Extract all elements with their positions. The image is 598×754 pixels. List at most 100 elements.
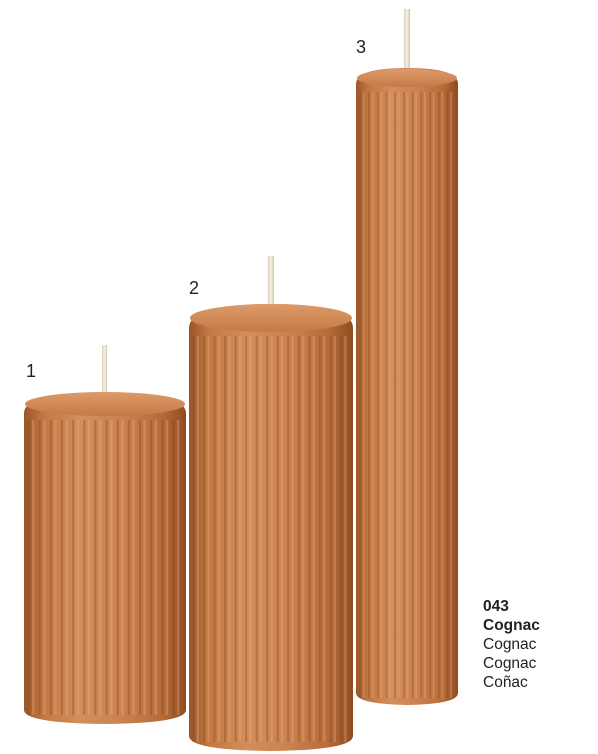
rib-shadow [49,420,52,715]
rib-shadow [376,92,379,698]
rib-shadow [385,92,388,698]
rib-highlight [344,336,347,742]
rib-shadow [139,420,141,715]
candle-1-body [24,392,186,724]
candle-1-wick [102,345,107,397]
color-name-translation-1: Cognac [483,636,537,653]
rib-shadow [83,420,86,715]
rib-shadow [420,92,423,698]
rib-highlight [98,420,102,715]
candle-2-body [189,304,353,751]
rib-highlight [217,336,221,742]
candle-3-label: 3 [356,37,367,57]
rib-highlight [441,92,444,698]
rib-highlight [121,420,124,715]
rib-highlight [32,420,35,715]
rib-highlight [132,420,135,715]
rib-shadow [27,420,30,715]
rib-highlight [281,336,284,742]
rib-shadow [94,420,97,715]
rib-shadow [105,420,108,715]
rib-highlight [228,336,231,742]
color-code: 043 [483,598,509,615]
color-name-translation-3: Coñac [483,674,528,691]
candle-1 [24,345,186,724]
candle-3-ribs [359,92,453,698]
rib-highlight [397,92,400,698]
rib-shadow [329,336,332,742]
rib-shadow [318,336,321,742]
rib-shadow [276,336,279,742]
rib-shadow [359,92,361,698]
candle-1-label: 1 [26,361,37,381]
rib-shadow [116,420,119,715]
rib-shadow [224,336,226,742]
candle-3-body [356,68,458,705]
rib-highlight [312,336,315,742]
color-caption: 043 Cognac Cognac Cognac Coñac [483,597,540,692]
rib-shadow [245,336,248,742]
rib-shadow [411,92,414,698]
rib-highlight [389,92,391,698]
candle-2-label: 2 [189,278,200,298]
rib-highlight [238,336,242,742]
rib-shadow [446,92,449,698]
candle-2-top [190,304,352,332]
rib-highlight [207,336,210,742]
candle-1-ribs [27,420,180,715]
rib-highlight [380,92,383,698]
rib-highlight [270,336,273,742]
rib-highlight [143,420,146,715]
rib-shadow [72,420,75,715]
rib-highlight [323,336,326,742]
rib-highlight [302,336,305,742]
rib-shadow [297,336,300,742]
rib-shadow [394,92,396,698]
rib-shadow [429,92,431,698]
rib-shadow [438,92,440,698]
rib-shadow [38,420,41,715]
rib-highlight [415,92,418,698]
rib-shadow [340,336,342,742]
rib-shadow [150,420,153,715]
candle-2-wick [268,256,274,312]
rib-highlight [110,420,113,715]
rib-highlight [196,336,199,742]
rib-shadow [234,336,237,742]
candle-2-ribs [192,336,347,742]
rib-shadow [192,336,195,742]
rib-highlight [333,336,336,742]
rib-shadow [203,336,205,742]
rib-shadow [403,92,405,698]
rib-highlight [406,92,409,698]
candle-3-top [357,69,457,87]
rib-shadow [266,336,269,742]
rib-highlight [176,420,180,715]
rib-highlight [362,92,365,698]
rib-shadow [127,420,130,715]
rib-shadow [172,420,175,715]
rib-highlight [450,92,453,698]
rib-highlight [154,420,158,715]
rib-highlight [371,92,374,698]
rib-highlight [76,420,80,715]
rib-shadow [61,420,63,715]
candle-1-top [25,392,185,416]
candle-2 [189,256,353,751]
color-name: Cognac [483,617,540,634]
candle-3-wick [404,9,410,74]
rib-highlight [432,92,435,698]
rib-shadow [368,92,370,698]
candle-3 [356,9,458,705]
rib-highlight [259,336,263,742]
rib-highlight [54,420,57,715]
rib-highlight [291,336,294,742]
rib-shadow [213,336,216,742]
rib-shadow [287,336,290,742]
rib-shadow [308,336,311,742]
rib-highlight [249,336,252,742]
color-name-translation-2: Cognac [483,655,537,672]
rib-highlight [165,420,169,715]
rib-highlight [87,420,91,715]
